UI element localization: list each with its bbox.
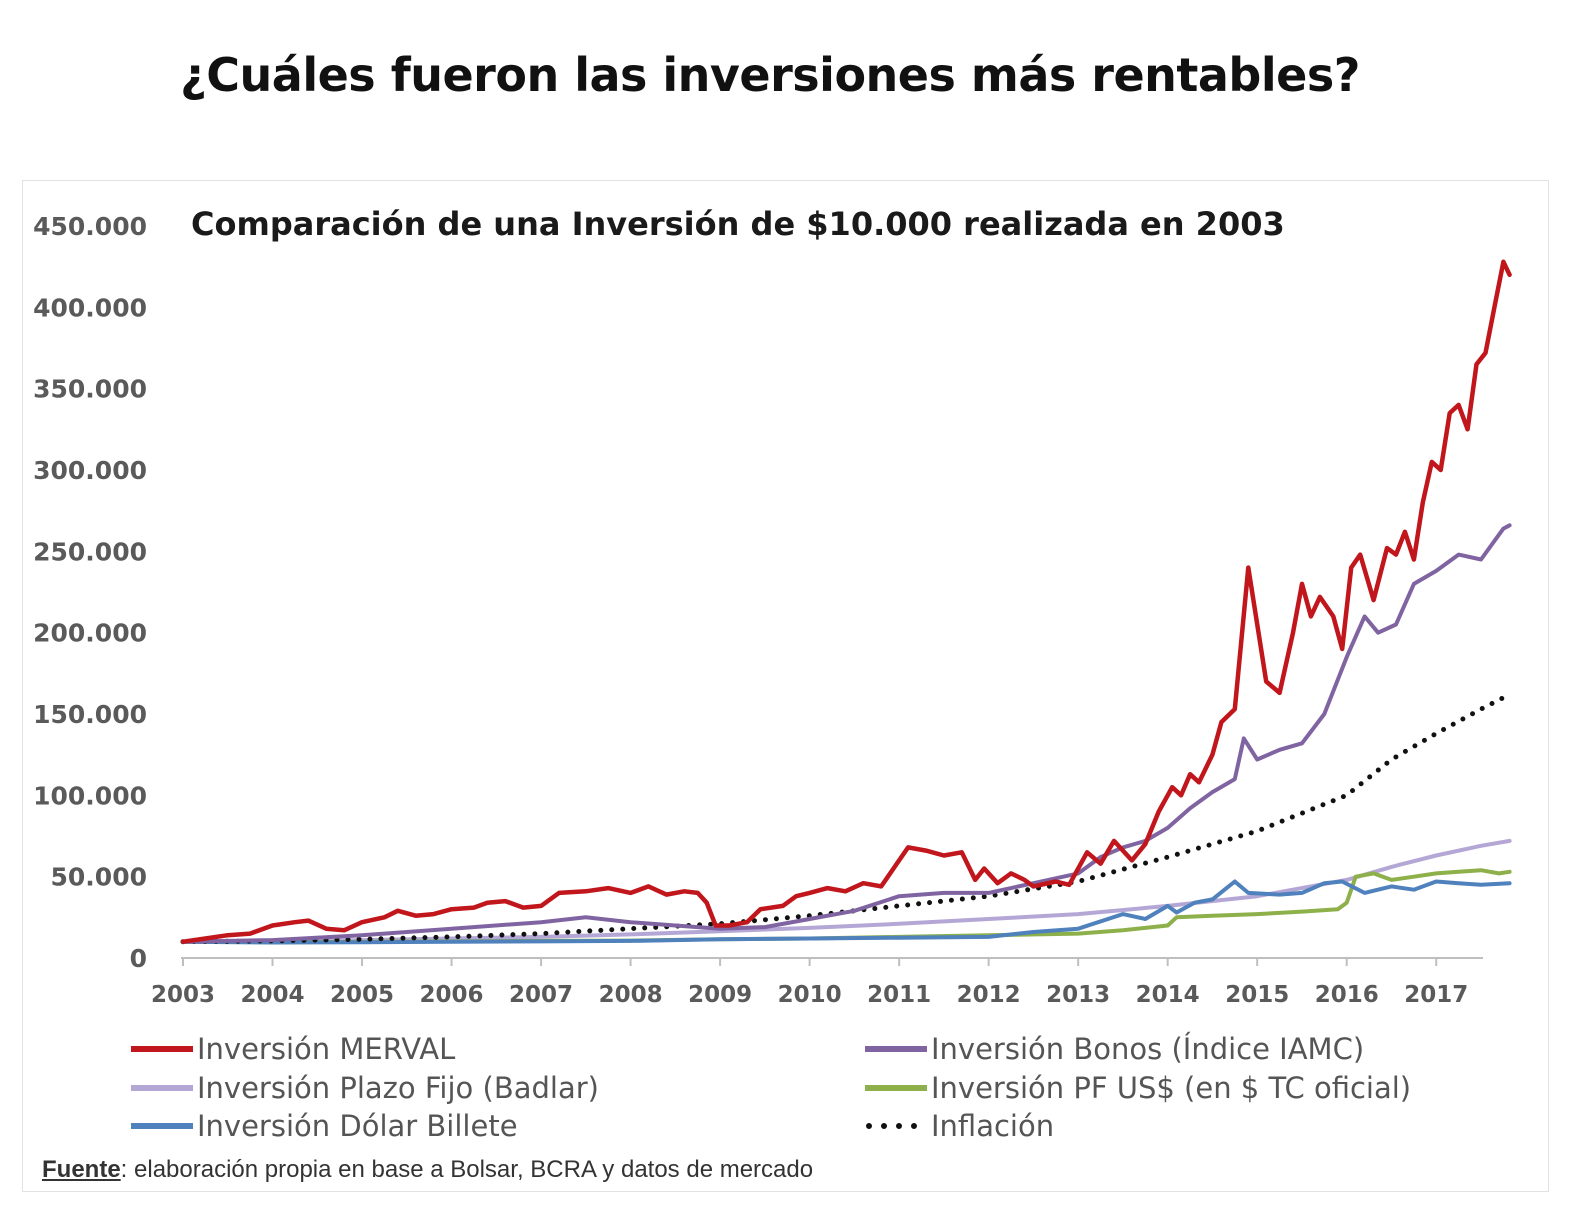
series-line-4	[181, 879, 1512, 945]
x-tick-label: 2012	[957, 982, 1021, 1008]
x-tick-label: 2016	[1315, 982, 1379, 1008]
x-tick-label: 2006	[420, 982, 484, 1008]
x-tick-label: 2011	[867, 982, 931, 1008]
x-tick-label: 2013	[1046, 982, 1110, 1008]
series-line-5	[180, 692, 1513, 945]
y-tick-label: 150.000	[33, 700, 147, 729]
legend-label: Inflación	[931, 1109, 1054, 1143]
y-tick-label: 250.000	[33, 537, 147, 566]
x-tick-label: 2010	[778, 982, 842, 1008]
legend-label: Inversión MERVAL	[197, 1032, 455, 1066]
legend-label: Inversión Bonos (Índice IAMC)	[931, 1032, 1364, 1066]
y-tick-label: 400.000	[33, 293, 147, 322]
x-tick-label: 2014	[1136, 982, 1200, 1008]
x-tick-label: 2004	[241, 982, 305, 1008]
chart: Comparación de una Inversión de $10.000 …	[33, 205, 1513, 1143]
chart-title: Comparación de una Inversión de $10.000 …	[191, 205, 1285, 243]
x-tick-label: 2017	[1404, 982, 1468, 1008]
x-tick-label: 2015	[1225, 982, 1289, 1008]
y-tick-label: 100.000	[33, 781, 147, 810]
source-note: Fuente: elaboración propia en base a Bol…	[42, 1156, 813, 1184]
y-axis-ticks: 0 50.000 100.000 150.000 200.000 250.000 300.0…	[33, 212, 147, 973]
y-tick-label: 50.000	[51, 863, 147, 892]
legend-label: Inversión PF US$ (en $ TC oficial)	[931, 1071, 1411, 1105]
chart-frame: Comparación de una Inversión de $10.000 …	[22, 180, 1549, 1192]
x-tick-label: 2009	[688, 982, 752, 1008]
series-line-3	[181, 868, 1512, 945]
x-tick-label: 2005	[330, 982, 394, 1008]
series-line-1	[181, 523, 1512, 944]
x-tick-label: 2003	[151, 982, 215, 1008]
source-text: : elaboración propia en base a Bolsar, B…	[120, 1156, 814, 1183]
x-tick-label: 2008	[599, 982, 663, 1008]
legend-label: Inversión Dólar Billete	[197, 1109, 518, 1143]
legend: Inversión MERVAL Inversión Bonos (Índice …	[131, 1032, 1411, 1143]
series-line-0	[180, 259, 1512, 944]
y-tick-label: 450.000	[33, 212, 147, 241]
x-tick-label: 2007	[509, 982, 573, 1008]
page-title: ¿Cuáles fueron las inversiones más renta…	[180, 48, 1360, 102]
y-tick-label: 0	[130, 944, 147, 973]
y-tick-label: 200.000	[33, 619, 147, 648]
series-lines	[180, 259, 1513, 945]
y-tick-label: 300.000	[33, 456, 147, 485]
source-label: Fuente	[42, 1156, 121, 1183]
y-tick-label: 350.000	[33, 375, 147, 404]
legend-label: Inversión Plazo Fijo (Badlar)	[197, 1071, 599, 1105]
x-axis-ticks: 2003 2004 2005 2006 2007 2008 2009 2010 2011 2012…	[151, 958, 1468, 1008]
